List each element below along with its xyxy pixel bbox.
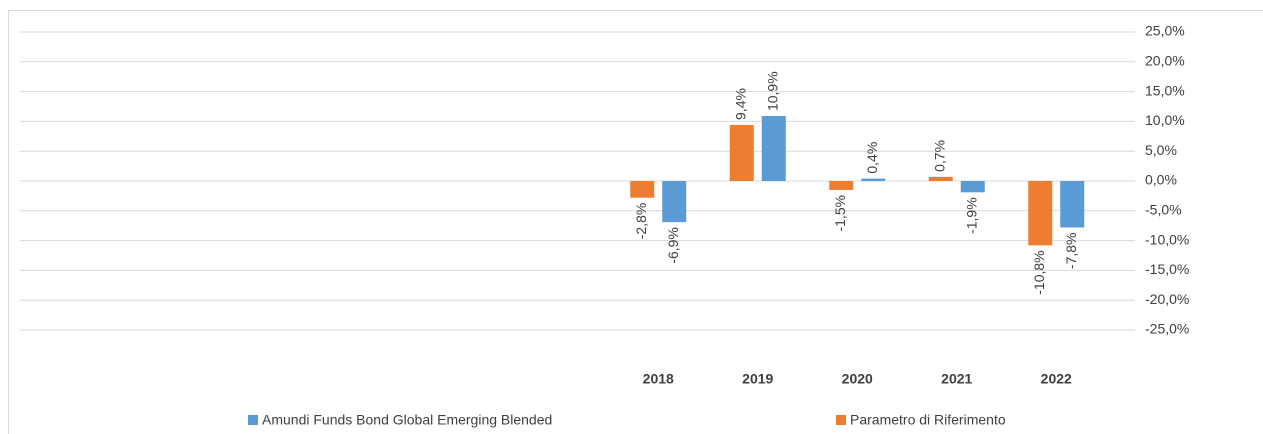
- bar: [861, 178, 886, 181]
- x-tick-label: 2022: [1041, 371, 1072, 387]
- y-tick-label: 5,0%: [1145, 142, 1177, 158]
- legend-label: Amundi Funds Bond Global Emerging Blende…: [262, 412, 552, 428]
- y-tick-label: 10,0%: [1145, 112, 1185, 128]
- bar: [761, 116, 786, 181]
- data-label: -1,5%: [832, 195, 848, 232]
- data-label: -10,8%: [1031, 250, 1047, 294]
- data-label: 0,7%: [931, 140, 947, 172]
- bar: [1060, 181, 1085, 228]
- bar: [662, 181, 687, 223]
- y-tick-label: -10,0%: [1145, 231, 1189, 247]
- data-label: -6,9%: [665, 227, 681, 264]
- data-label: 0,4%: [864, 142, 880, 174]
- y-tick-label: -15,0%: [1145, 261, 1189, 277]
- x-tick-label: 2020: [842, 371, 873, 387]
- bar: [630, 181, 655, 198]
- y-tick-label: -20,0%: [1145, 291, 1189, 307]
- data-label: -2,8%: [633, 203, 649, 240]
- legend-label: Parametro di Riferimento: [850, 412, 1006, 428]
- x-tick-label: 2018: [643, 371, 674, 387]
- data-label: -7,8%: [1063, 232, 1079, 269]
- legend-swatch: [836, 415, 846, 425]
- y-tick-label: 0,0%: [1145, 172, 1177, 188]
- y-tick-label: -5,0%: [1145, 202, 1182, 218]
- bar: [1028, 181, 1053, 246]
- bar: [960, 181, 985, 193]
- x-tick-label: 2021: [941, 371, 972, 387]
- y-tick-label: 25,0%: [1145, 23, 1185, 39]
- bar: [928, 176, 953, 181]
- bar: [829, 181, 854, 190]
- data-label: 10,9%: [764, 71, 780, 111]
- y-tick-label: 15,0%: [1145, 82, 1185, 98]
- bar: [729, 124, 754, 181]
- data-label: 9,4%: [732, 88, 748, 120]
- x-tick-label: 2019: [742, 371, 773, 387]
- legend-swatch: [248, 415, 258, 425]
- chart-frame: [8, 10, 1263, 434]
- data-label: -1,9%: [963, 197, 979, 234]
- y-tick-label: -25,0%: [1145, 321, 1189, 337]
- y-tick-label: 20,0%: [1145, 53, 1185, 69]
